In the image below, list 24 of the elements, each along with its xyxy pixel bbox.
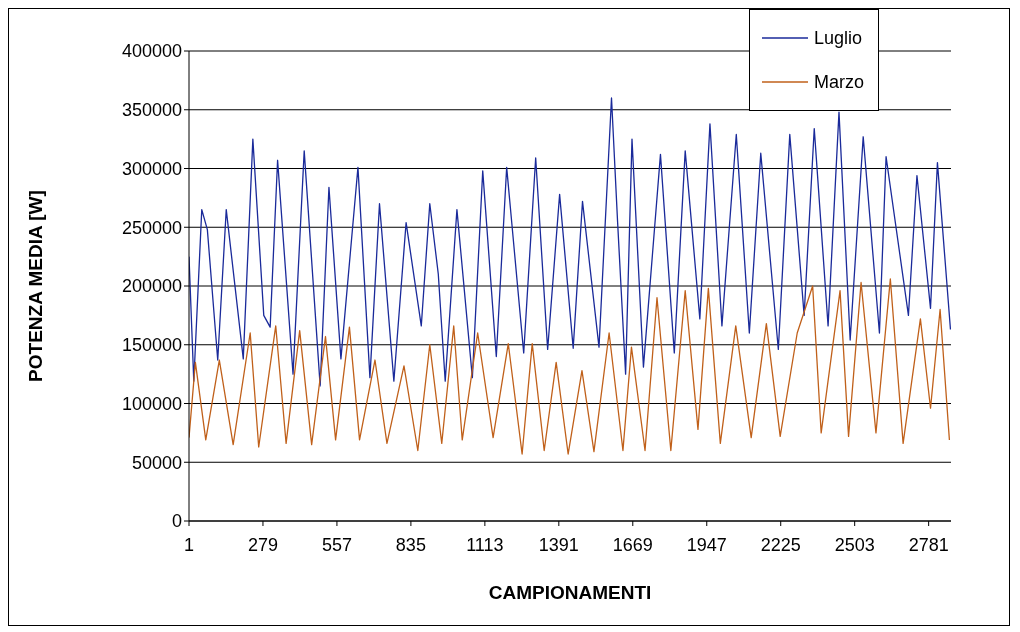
x-tick-label: 1391 (538, 534, 579, 555)
x-tick-label: 279 (247, 534, 278, 555)
x-axis-title: CAMPIONAMENTI (488, 582, 652, 603)
y-tick-label: 150000 (121, 335, 182, 356)
y-tick-label: 250000 (121, 217, 182, 238)
y-tick-label: 100000 (121, 393, 182, 414)
x-tick-label: 1 (183, 534, 195, 555)
x-tick-label: 1669 (612, 534, 653, 555)
y-tick-label: 50000 (131, 452, 182, 473)
x-tick-label: 835 (395, 534, 426, 555)
x-tick-label: 2503 (834, 534, 875, 555)
y-axis-title: POTENZA MEDIA [W] (24, 190, 46, 382)
y-tick-label: 0 (171, 511, 182, 532)
x-tick-label: 2225 (760, 534, 801, 555)
y-tick-label: 200000 (121, 276, 182, 297)
x-tick-label: 1113 (466, 534, 504, 555)
legend-label: Luglio (813, 27, 863, 49)
x-tick-label: 1947 (686, 534, 727, 555)
y-tick-label: 350000 (121, 100, 182, 121)
y-tick-label: 300000 (121, 158, 182, 179)
legend-label: Marzo (813, 71, 864, 93)
x-tick-label: 557 (321, 534, 352, 555)
x-tick-label: 2781 (908, 534, 949, 555)
y-tick-label: 400000 (121, 41, 182, 62)
